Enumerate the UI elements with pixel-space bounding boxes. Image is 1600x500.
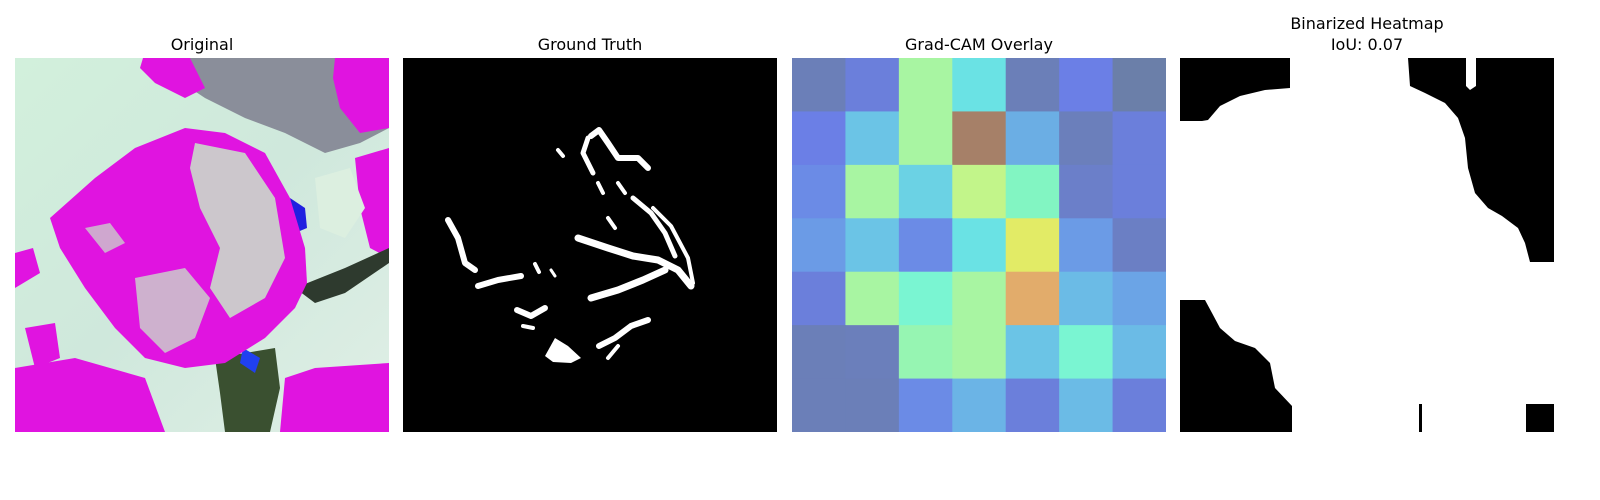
gradcam-cell — [1113, 58, 1166, 112]
gradcam-cell — [792, 111, 846, 165]
gradcam-cell — [952, 111, 1006, 165]
gradcam-cell — [845, 272, 899, 326]
gradcam-cell — [1006, 111, 1060, 165]
gradcam-cell — [1059, 58, 1113, 112]
gradcam-cell — [845, 218, 899, 272]
gradcam-cell — [1006, 165, 1060, 219]
gradcam-cell — [1006, 272, 1060, 326]
panel-title-binarized-heatmap: Binarized Heatmap — [1180, 13, 1554, 34]
gradcam-cell — [1059, 165, 1113, 219]
binarized-heatmap — [1180, 58, 1554, 432]
gradcam-cell — [952, 379, 1006, 432]
gradcam-cell — [845, 58, 899, 112]
gradcam-cell — [1113, 111, 1166, 165]
gradcam-cell — [1059, 272, 1113, 326]
gradcam-cell — [1059, 379, 1113, 432]
gradcam-cell — [845, 325, 899, 379]
gradcam-cell — [952, 165, 1006, 219]
ground-truth-mask — [403, 58, 777, 432]
gradcam-cell — [792, 58, 846, 112]
panel-title-ground-truth: Ground Truth — [403, 34, 777, 55]
panel-title-gradcam-overlay: Grad-CAM Overlay — [792, 34, 1166, 55]
gradcam-cell — [952, 325, 1006, 379]
gradcam-cell — [1113, 218, 1166, 272]
gradcam-cell — [1059, 111, 1113, 165]
gradcam-cell — [845, 379, 899, 432]
gradcam-cell — [899, 325, 953, 379]
gradcam-cell — [952, 58, 1006, 112]
gradcam-cell — [1059, 218, 1113, 272]
gradcam-cell — [1059, 325, 1113, 379]
gradcam-cell — [899, 165, 953, 219]
gradcam-cell — [1113, 379, 1166, 432]
gradcam-cell — [792, 165, 846, 219]
gradcam-cell — [792, 379, 846, 432]
gradcam-cell — [1113, 325, 1166, 379]
gradcam-cell — [792, 325, 846, 379]
gradcam-cell — [899, 379, 953, 432]
panel-subtitle-iou: IoU: 0.07 — [1180, 34, 1554, 55]
gradcam-cell — [952, 218, 1006, 272]
gradcam-cell — [1006, 379, 1060, 432]
gradcam-cell — [792, 272, 846, 326]
gradcam-overlay — [792, 58, 1166, 432]
gradcam-cell — [899, 111, 953, 165]
gradcam-cell — [899, 272, 953, 326]
gradcam-cell — [1113, 165, 1166, 219]
gradcam-grid — [792, 58, 1166, 432]
original-image — [15, 58, 389, 432]
gradcam-cell — [845, 165, 899, 219]
gradcam-cell — [792, 218, 846, 272]
gradcam-cell — [1006, 58, 1060, 112]
gradcam-cell — [845, 111, 899, 165]
gradcam-cell — [1113, 272, 1166, 326]
gradcam-cell — [899, 58, 953, 112]
gradcam-cell — [899, 218, 953, 272]
gradcam-cell — [1006, 325, 1060, 379]
gradcam-cell — [952, 272, 1006, 326]
gradcam-cell — [1006, 218, 1060, 272]
panel-title-original: Original — [15, 34, 389, 55]
